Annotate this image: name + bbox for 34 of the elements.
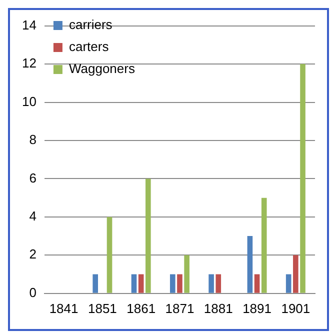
bar [146,178,151,293]
x-tick-label: 1841 [49,300,78,316]
x-tick-label: 1891 [242,300,272,316]
x-tick-label: 1851 [88,300,117,316]
bar [286,274,292,293]
bar [177,274,182,293]
bar [184,255,190,293]
bar [261,198,267,293]
legend-label: Waggoners [68,61,136,76]
bar [293,255,298,293]
y-tick-label: 10 [22,94,36,109]
bar [300,64,306,293]
bar [170,274,176,293]
bar [131,274,137,293]
y-tick-label: 0 [29,284,36,300]
legend-label: carters [68,39,110,54]
y-tick-label: 12 [22,56,36,71]
bar [106,216,112,293]
bar [208,274,214,293]
bar [247,236,253,293]
bar [254,274,260,293]
x-tick-label: 1881 [204,300,233,316]
y-tick-label: 2 [29,246,36,262]
y-tick-label: 6 [29,170,36,186]
bar [138,274,144,293]
x-tick-label: 1901 [281,300,310,316]
legend-label: carriers [68,17,113,32]
bar [92,274,98,293]
x-tick-label: 1871 [165,300,194,316]
y-tick-label: 8 [29,132,36,148]
y-tick-label: 14 [22,17,36,32]
bar [216,274,222,293]
x-tick-label: 1861 [126,300,156,316]
y-tick-label: 4 [29,208,36,224]
